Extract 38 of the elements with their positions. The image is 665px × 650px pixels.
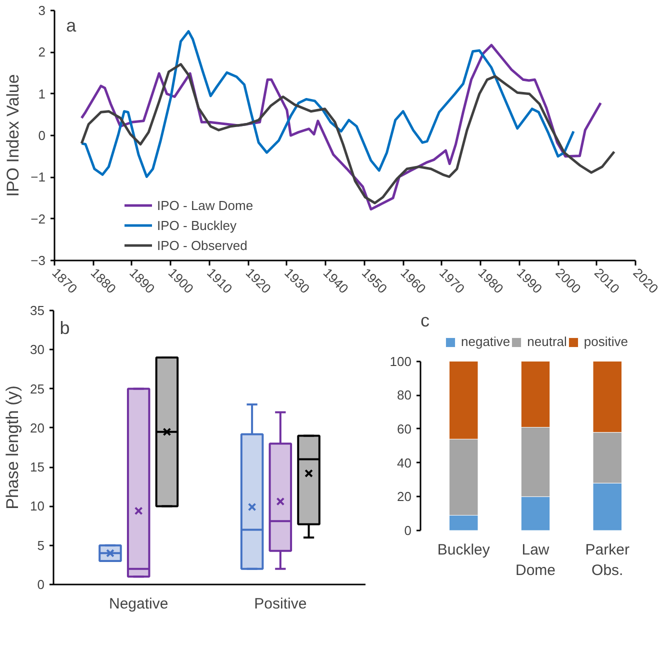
chart-title: b <box>60 318 70 338</box>
y-tick-label: 30 <box>30 342 45 358</box>
legend-label: IPO - Buckley <box>157 218 236 232</box>
y-tick-label: 40 <box>397 455 412 470</box>
legend-label: negative <box>461 334 510 349</box>
y-tick-label: −1 <box>30 170 46 185</box>
y-tick-label: 100 <box>390 354 412 369</box>
y-tick-label: 25 <box>30 381 45 396</box>
line-series <box>80 30 575 178</box>
legend-label: IPO - Observed <box>157 238 248 252</box>
chart-title: c <box>420 310 430 330</box>
y-tick-label: −3 <box>30 253 46 268</box>
y-tick-label: 20 <box>30 420 45 436</box>
y-tick-label: 0 <box>38 128 46 143</box>
y-tick-label: 60 <box>397 421 412 436</box>
y-tick-label: 3 <box>38 3 46 18</box>
y-tick-label: 0 <box>404 523 412 538</box>
y-tick-label: 0 <box>37 577 45 592</box>
y-tick-label: 15 <box>30 460 45 475</box>
y-tick-label: 35 <box>30 303 45 318</box>
x-tick-label: Parker Obs. <box>585 542 630 579</box>
y-tick-label: 1 <box>38 86 46 102</box>
x-tick-label: Negative <box>108 596 168 612</box>
x-tick-label: Buckley <box>437 542 490 558</box>
x-tick-label: Law Dome <box>515 542 556 579</box>
legend-label: positive <box>584 334 628 349</box>
y-tick-label: 5 <box>37 538 45 553</box>
chart-title: a <box>66 16 78 36</box>
y-tick-label: 10 <box>30 498 45 514</box>
y-tick-label: −2 <box>30 211 46 226</box>
y-tick-label: 80 <box>397 388 412 403</box>
x-tick-label: Positive <box>254 596 307 612</box>
legend-label: neutral <box>527 334 567 349</box>
y-tick-label: 2 <box>38 44 46 60</box>
y-axis-title: IPO Index Value <box>4 74 23 197</box>
y-tick-label: 20 <box>397 489 412 504</box>
y-axis-title: Phase length (y) <box>3 386 22 510</box>
legend-label: IPO - Law Dome <box>157 198 254 212</box>
